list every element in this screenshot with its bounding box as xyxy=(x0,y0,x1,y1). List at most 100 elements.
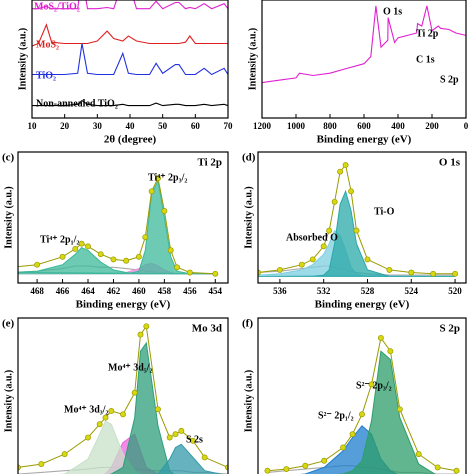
plot-area xyxy=(18,175,219,277)
x-tick-label: 458 xyxy=(158,286,172,296)
raw-point xyxy=(452,270,459,277)
raw-point xyxy=(348,188,355,195)
x-tick-label: 1200 xyxy=(253,121,272,131)
series-label: MoS₂/TiO₂ xyxy=(34,1,80,12)
raw-point xyxy=(131,389,138,396)
plot-area xyxy=(32,0,228,107)
annotation: S²⁻ 2p₁/₂ xyxy=(318,410,354,421)
raw-point xyxy=(96,421,103,428)
raw-point xyxy=(97,251,104,258)
raw-point xyxy=(434,464,441,471)
raw-point xyxy=(72,245,79,252)
panel-label: (c) xyxy=(2,152,15,164)
raw-point xyxy=(309,256,316,263)
annotation: S 2p xyxy=(440,74,459,85)
curve xyxy=(32,0,228,10)
raw-point xyxy=(120,411,126,418)
raw-point xyxy=(85,434,91,441)
x-tick-label: 10 xyxy=(28,121,38,131)
x-tick-label: 600 xyxy=(357,121,371,131)
raw-point xyxy=(342,162,349,169)
raw-point xyxy=(178,427,185,434)
x-tick-label: 460 xyxy=(132,286,146,296)
raw-point xyxy=(190,437,196,444)
y-axis-label: Intensity (a.u.) xyxy=(17,28,28,91)
panel: MoS₂/TiO₂ MoS₂ TiO₂ Non-annealed TiO₂ 10 20 30… xyxy=(17,0,233,146)
raw-point xyxy=(377,334,384,341)
raw-point xyxy=(276,266,283,273)
axes-frame xyxy=(17,317,229,474)
annotation: S 2s xyxy=(186,434,203,445)
raw-point xyxy=(298,261,305,268)
plot-area xyxy=(262,5,466,84)
panel-title: O 1s xyxy=(439,157,461,169)
annotation: C 1s xyxy=(416,54,435,65)
panel-title: S 2p xyxy=(440,323,461,335)
curve xyxy=(32,23,228,47)
plot-area xyxy=(264,334,460,474)
annotation: O 1s xyxy=(383,6,402,17)
raw-point xyxy=(359,411,365,418)
y-axis-label: Intensity (a.u.) xyxy=(243,186,254,249)
curve xyxy=(32,43,228,76)
raw-point xyxy=(143,323,150,330)
raw-point xyxy=(161,207,168,214)
x-tick-label: 454 xyxy=(209,286,223,296)
raw-point xyxy=(108,408,115,414)
raw-line xyxy=(267,336,457,472)
panel-label: (f) xyxy=(242,318,253,330)
x-tick-label: 524 xyxy=(405,286,419,296)
raw-point xyxy=(166,434,173,441)
x-axis-label: Binding energy (eV) xyxy=(76,299,171,311)
y-axis-label: Intensity (a.u.) xyxy=(247,28,258,91)
raw-point xyxy=(337,168,344,175)
panel-label: (d) xyxy=(242,152,256,164)
raw-point xyxy=(453,467,460,474)
raw-point xyxy=(18,464,21,471)
x-axis-label: Binding energy (eV) xyxy=(315,299,410,311)
raw-point xyxy=(415,451,422,458)
raw-point xyxy=(408,269,415,276)
annotation: S²⁻ 2p₃/₂ xyxy=(356,380,392,391)
raw-point xyxy=(78,240,85,247)
raw-point xyxy=(387,348,394,355)
x-tick-label: 30 xyxy=(93,121,103,131)
raw-point xyxy=(430,270,437,277)
series-label: MoS₂ xyxy=(36,39,59,50)
x-axis-label: Binding energy (eV) xyxy=(317,134,412,146)
raw-point xyxy=(155,406,161,413)
raw-point xyxy=(320,243,327,250)
raw-point xyxy=(349,431,356,438)
raw-point xyxy=(212,270,219,277)
x-tick-label: 468 xyxy=(30,286,44,296)
series-label: TiO₂ xyxy=(36,70,56,81)
fit-peak xyxy=(18,179,216,275)
y-axis-label: Intensity (a.u.) xyxy=(3,186,14,249)
raw-point xyxy=(102,414,109,421)
fit-peak xyxy=(109,341,175,474)
curve xyxy=(32,99,228,107)
panel-title: Ti 2p xyxy=(197,157,222,169)
raw-point xyxy=(353,227,360,234)
curve xyxy=(262,5,466,84)
fit-peak xyxy=(258,189,456,277)
raw-point xyxy=(331,198,338,205)
y-axis-label: Intensity (a.u.) xyxy=(3,370,14,433)
raw-point xyxy=(34,261,41,268)
fit-peak xyxy=(337,350,436,474)
x-tick-label: 200 xyxy=(425,121,439,131)
raw-point xyxy=(61,451,68,458)
x-tick-label: 466 xyxy=(56,286,70,296)
panel: Intensity (a.u.) (e) Mo 3d Mo⁴⁺ 3d₅/₂ Mo⁴⁺ 3… xyxy=(2,317,229,474)
annotation: Ti 2p xyxy=(416,28,439,39)
raw-point xyxy=(321,457,328,464)
plot-area xyxy=(258,162,459,277)
panel: 468 466 464 462 460 458 456 454 Binding energy (… xyxy=(2,151,229,311)
raw-point xyxy=(364,256,371,263)
raw-point xyxy=(167,247,174,254)
panel: 1200 1000 800 600 400 200 0 Binding energy (eV)… xyxy=(247,0,469,146)
annotation: Mo⁴⁺ 3d₃/₂ xyxy=(64,404,109,415)
annotation: Ti⁴⁺ 2p₁/₂ xyxy=(40,234,79,245)
x-tick-label: 532 xyxy=(317,286,331,296)
raw-point xyxy=(85,243,91,250)
